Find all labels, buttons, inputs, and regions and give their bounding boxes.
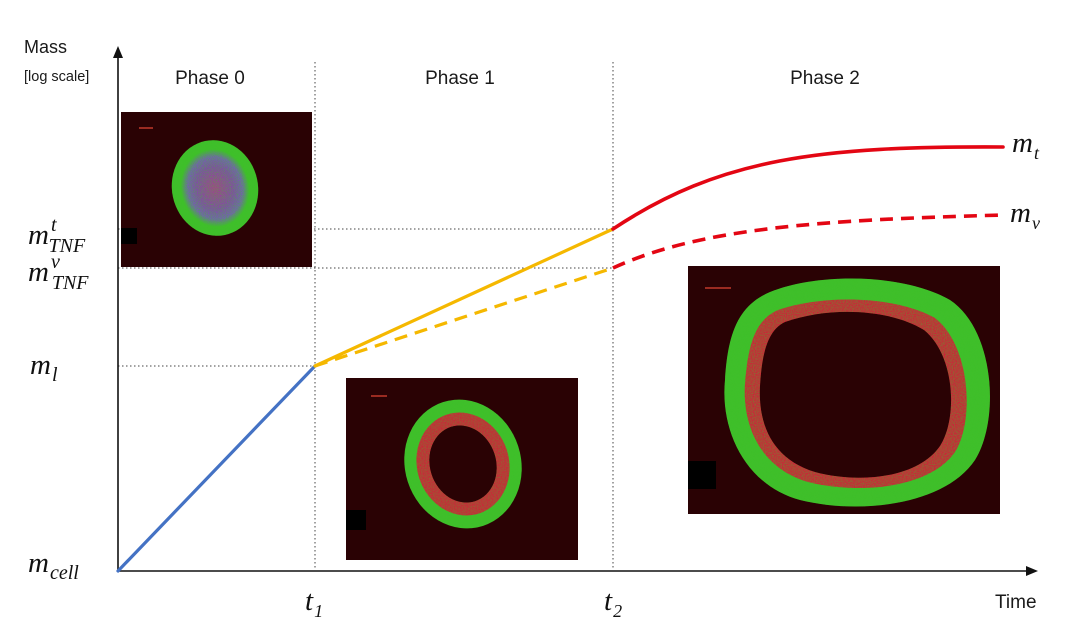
y-axis-scale-note: [log scale]: [24, 69, 89, 85]
curve-label-m-v: mv: [1010, 197, 1040, 233]
y-label-m-cell: mcell: [28, 547, 79, 584]
phase-1-tissue-line: [313, 227, 615, 368]
growth-curves: [116, 145, 1005, 573]
y-axis-arrowhead: [113, 46, 123, 58]
phase-2-tissue-curve: [611, 145, 1005, 231]
phase-1-ring-image: [346, 378, 578, 560]
phase-0-spheroid-image: [121, 112, 312, 267]
phase-2-ring-image: [688, 266, 1000, 514]
y-axis-title: Mass: [24, 37, 67, 57]
y-label-m-tnf-t: m t TNF: [28, 214, 86, 257]
y-label-m-tnf-v: m v TNF: [28, 251, 89, 294]
x-label-t2: t2: [604, 585, 622, 621]
y-label-m-l: ml: [30, 349, 58, 386]
phase-1-heading: Phase 1: [425, 68, 495, 89]
phase-0-heading: Phase 0: [175, 68, 245, 89]
phase-2-heading: Phase 2: [790, 68, 860, 89]
phase-0-growth-line: [116, 364, 317, 573]
phase-2-viable-curve: [612, 213, 1004, 270]
x-axis-arrowhead: [1026, 566, 1038, 576]
x-axis-title: Time: [995, 592, 1037, 613]
curve-label-m-t: mt: [1012, 127, 1040, 163]
phase-1-viable-line: [314, 266, 614, 368]
x-label-t1: t1: [305, 585, 323, 621]
